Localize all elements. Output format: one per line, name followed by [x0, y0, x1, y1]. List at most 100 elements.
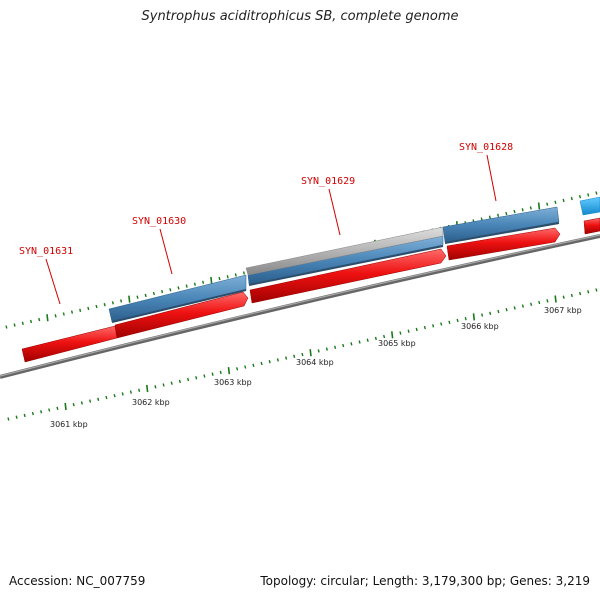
scale-minor-tick: [570, 293, 573, 298]
upper-minor-tick: [595, 191, 598, 195]
upper-minor-tick: [120, 299, 123, 303]
upper-major-tick: [46, 314, 49, 322]
upper-minor-tick: [505, 211, 508, 216]
scale-minor-tick: [219, 370, 222, 375]
scale-minor-tick: [15, 415, 18, 419]
genome-title: Syntrophus aciditrophicus SB, complete g…: [141, 9, 459, 24]
reverse-track-shadow: [111, 289, 247, 323]
scale-minor-tick: [350, 342, 353, 346]
scale-labels: 3061 kbp 3062 kbp 3063 kbp 3064 kbp 3065…: [50, 306, 582, 429]
upper-minor-tick: [185, 284, 188, 288]
upper-major-tick: [210, 276, 213, 285]
upper-minor-tick: [21, 321, 24, 325]
scale-minor-tick: [72, 403, 75, 407]
scale-major-tick: [554, 295, 557, 303]
forward-strand-track: [21, 217, 600, 363]
scale-minor-tick: [513, 306, 516, 310]
reverse-track-shadow-3: [444, 222, 560, 244]
scale-minor-tick: [7, 417, 10, 421]
scale-minor-tick: [187, 377, 190, 382]
upper-minor-tick: [521, 208, 524, 212]
gene-highlight-right[interactable]: [579, 196, 600, 216]
gene-syn-01628[interactable]: [442, 206, 560, 243]
gene-red-4[interactable]: [446, 227, 561, 261]
upper-minor-tick: [587, 193, 590, 197]
scale-minor-tick: [113, 394, 116, 398]
upper-minor-tick: [562, 198, 565, 203]
scale-minor-tick: [546, 299, 549, 303]
gene-label-syn-01628[interactable]: SYN_01628: [459, 142, 513, 153]
upper-minor-tick: [570, 196, 573, 201]
genome-backbone-highlight: [0, 234, 600, 377]
scale-minor-tick: [432, 324, 435, 328]
scale-minor-tick: [489, 311, 492, 315]
scale-minor-tick: [423, 325, 426, 330]
gene-red-3[interactable]: [249, 248, 447, 304]
scale-minor-tick: [40, 410, 43, 414]
upper-minor-tick: [193, 282, 196, 286]
gene-label-syn-01631[interactable]: SYN_01631: [19, 246, 73, 257]
scale-label-3065: 3065 kbp: [378, 339, 416, 348]
scale-major-tick: [227, 367, 231, 375]
scale-minor-tick: [121, 392, 124, 396]
scale-minor-tick: [383, 334, 386, 339]
gene-red-right[interactable]: [583, 217, 600, 235]
upper-minor-tick: [5, 325, 8, 329]
scale-label-3062: 3062 kbp: [132, 398, 170, 407]
scale-minor-tick: [521, 304, 524, 308]
scale-minor-tick: [195, 376, 198, 380]
gene-label-syn-01629[interactable]: SYN_01629: [301, 176, 355, 187]
gene-red-2[interactable]: [114, 291, 249, 339]
upper-major-tick: [128, 295, 131, 303]
upper-minor-tick: [169, 288, 172, 292]
scale-minor-tick: [374, 336, 377, 341]
scale-minor-tick: [415, 327, 418, 332]
leader-syn-01629: [328, 188, 341, 236]
scale-minor-tick: [48, 408, 51, 412]
upper-minor-tick: [202, 280, 205, 284]
upper-minor-tick: [29, 319, 33, 324]
upper-minor-tick: [161, 289, 164, 294]
genome-backbone: [0, 234, 600, 379]
leader-syn-01631: [45, 258, 61, 305]
upper-minor-tick: [152, 291, 155, 296]
upper-minor-tick: [497, 213, 500, 217]
scale-minor-tick: [456, 318, 459, 323]
scale-minor-tick: [595, 288, 598, 292]
upper-minor-tick: [87, 306, 90, 311]
scale-minor-tick: [56, 406, 59, 410]
scale-minor-tick: [440, 322, 443, 326]
genome-summary-text: Topology: circular; Length: 3,179,300 bp…: [260, 574, 590, 588]
scale-minor-tick: [317, 349, 320, 353]
scale-minor-tick: [260, 361, 263, 366]
scale-minor-tick: [407, 329, 410, 333]
scale-minor-tick: [366, 338, 369, 342]
scale-minor-tick: [236, 367, 239, 371]
upper-minor-tick: [111, 301, 114, 305]
scale-label-3061: 3061 kbp: [50, 420, 88, 429]
upper-minor-tick: [488, 215, 491, 219]
scale-minor-tick: [579, 291, 582, 296]
upper-minor-tick: [234, 273, 237, 277]
scale-major-tick: [64, 402, 67, 411]
upper-minor-tick: [177, 286, 180, 290]
upper-minor-tick: [226, 275, 229, 279]
reverse-track-shadow-2: [248, 245, 444, 286]
upper-minor-tick: [144, 293, 147, 298]
gene-label-syn-01630[interactable]: SYN_01630: [132, 216, 186, 227]
scale-minor-tick: [178, 379, 181, 384]
scale-minor-tick: [481, 313, 484, 317]
scale-label-3063: 3063 kbp: [214, 378, 252, 387]
scale-tick-row: [7, 288, 598, 421]
upper-minor-tick: [242, 271, 246, 275]
upper-minor-tick: [136, 295, 139, 299]
scale-minor-tick: [325, 347, 328, 351]
scale-major-tick: [391, 331, 394, 339]
scale-minor-tick: [505, 308, 508, 312]
upper-minor-tick: [578, 195, 582, 199]
upper-minor-tick: [54, 314, 57, 318]
scale-minor-tick: [538, 300, 541, 305]
gene-syn-01631[interactable]: [21, 325, 118, 363]
upper-minor-tick: [103, 303, 106, 307]
